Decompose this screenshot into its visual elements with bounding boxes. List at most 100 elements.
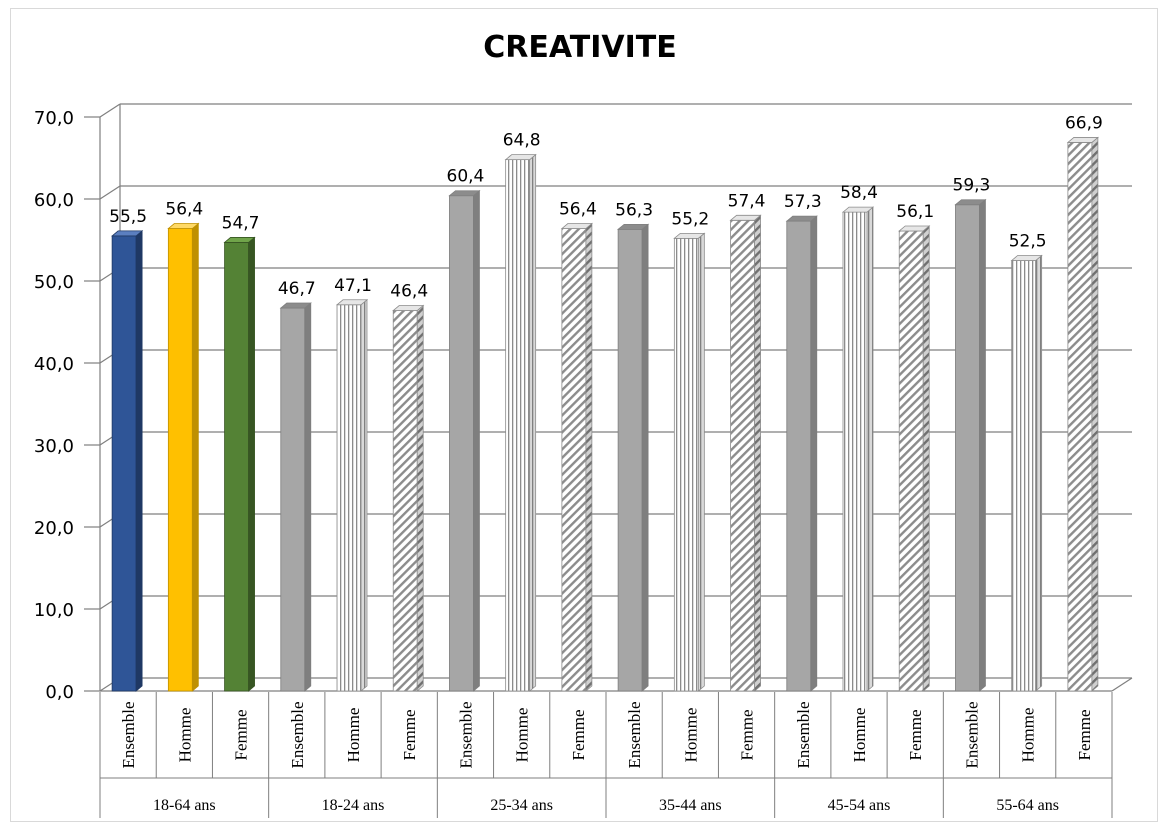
x-tick-label: Ensemble (625, 701, 644, 768)
data-label: 59,3 (953, 176, 991, 196)
x-tick-label: Homme (850, 708, 869, 763)
bar-front (1067, 142, 1093, 692)
gridline-wall (99, 185, 121, 200)
x-tick-label: Homme (513, 708, 532, 763)
bar-side (1091, 136, 1099, 692)
bar-top (898, 225, 931, 232)
bar-front (167, 228, 193, 692)
bar (729, 214, 762, 692)
bar-front (898, 230, 924, 692)
bar-side (529, 153, 537, 692)
bar (841, 206, 875, 692)
x-tick-label: Femme (906, 710, 925, 761)
bar-side (810, 215, 818, 692)
bar (673, 232, 706, 692)
bar-side (248, 236, 255, 692)
bar-front (111, 235, 137, 692)
y-tick-label: 40,0 (34, 354, 74, 375)
bar-front (730, 219, 755, 692)
bar (785, 215, 818, 692)
y-tick-label: 30,0 (34, 436, 74, 457)
bar-front (336, 304, 362, 692)
data-label: 56,4 (559, 200, 597, 220)
group-label: 45-54 ans (828, 797, 891, 814)
bar-top (1010, 255, 1043, 261)
data-label: 52,5 (1009, 232, 1047, 252)
bar-side (641, 223, 649, 692)
x-tick-label: Homme (681, 708, 700, 763)
bar-front (224, 242, 249, 692)
bar (560, 222, 593, 692)
bar (167, 222, 200, 692)
bar-front (955, 204, 980, 692)
data-label: 55,2 (671, 209, 709, 229)
bar (448, 189, 481, 692)
bar-front (842, 211, 868, 692)
bar-top (448, 190, 481, 197)
data-label: 56,1 (896, 202, 934, 222)
data-label: 57,3 (784, 192, 822, 212)
bar-side (754, 214, 761, 692)
data-label: 60,4 (447, 167, 485, 187)
data-label: 46,4 (390, 282, 428, 302)
data-label: 57,4 (728, 191, 766, 211)
x-tick-label: Femme (1075, 710, 1094, 761)
bar-top (841, 206, 875, 213)
bar-front (1011, 260, 1037, 692)
x-tick-label: Homme (344, 708, 363, 763)
data-label: 55,5 (109, 207, 147, 227)
labels-layer: 0,0 10,0 20,0 30,0 40,0 50,0 60,0 70,0 55,5 Ensem… (34, 108, 1103, 814)
group-label: 18-24 ans (322, 797, 385, 814)
bars-layer (111, 136, 1099, 692)
bar-top (167, 223, 200, 229)
bar-top (785, 215, 818, 222)
bar-side (1035, 254, 1043, 692)
bar-top (1066, 137, 1099, 143)
bar (1010, 254, 1043, 692)
x-tick-label: Homme (175, 708, 194, 763)
bar-top (954, 199, 987, 206)
bar-front (786, 220, 812, 692)
data-label: 46,7 (278, 279, 316, 299)
x-tick-label: Ensemble (288, 701, 307, 768)
bar-front (561, 228, 587, 692)
bar-front (617, 228, 643, 692)
x-tick-label: Homme (1019, 708, 1038, 763)
data-label: 56,3 (615, 200, 653, 220)
x-tick-label: Ensemble (794, 701, 813, 768)
bar-side (360, 298, 368, 692)
bar-side (135, 230, 143, 692)
y-tick-label: 0,0 (45, 682, 74, 703)
bar-front (280, 307, 306, 692)
bar (392, 304, 425, 692)
bar-side (304, 302, 312, 692)
bar-side (585, 222, 593, 692)
group-label: 25-34 ans (490, 797, 553, 814)
bar-top (673, 232, 706, 239)
bar-top (223, 237, 256, 243)
x-tick-label: Ensemble (456, 701, 475, 768)
y-tick-label: 70,0 (34, 108, 74, 129)
floor-edge (1111, 677, 1133, 692)
bar-top (504, 154, 537, 161)
bar-front (505, 159, 531, 692)
bar (223, 236, 256, 692)
data-label: 58,4 (840, 183, 878, 203)
x-tick-label: Femme (569, 710, 588, 761)
x-tick-label: Ensemble (962, 701, 981, 768)
bar (954, 198, 987, 692)
bar-front (449, 195, 474, 692)
bar-side (473, 189, 480, 692)
group-label: 55-64 ans (996, 797, 1059, 814)
data-label: 64,8 (503, 131, 541, 151)
data-label: 66,9 (1065, 113, 1103, 133)
bar-side (979, 198, 986, 692)
bar-side (866, 206, 874, 692)
group-label: 35-44 ans (659, 797, 722, 814)
bar-top (729, 214, 762, 221)
x-tick-label: Ensemble (119, 701, 138, 768)
data-label: 47,1 (334, 276, 372, 296)
bar-front (673, 237, 699, 692)
bar (898, 225, 931, 692)
